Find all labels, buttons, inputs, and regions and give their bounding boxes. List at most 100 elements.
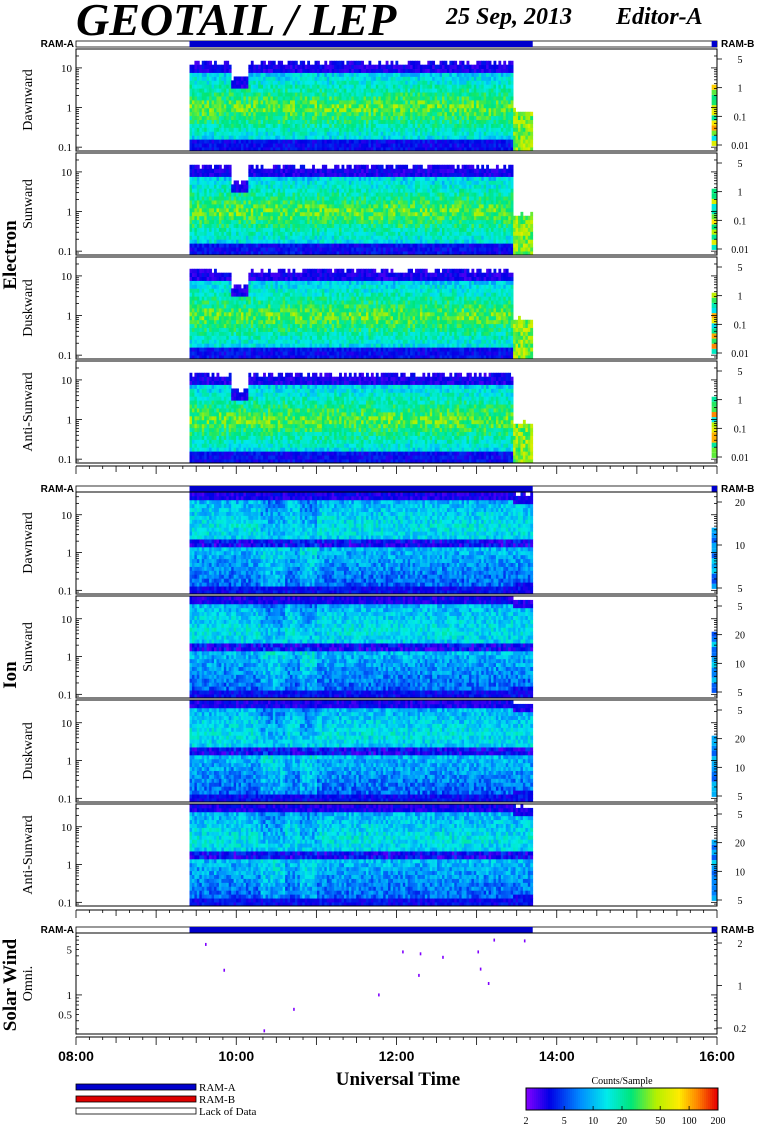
heatmap-cell [505, 64, 509, 70]
heatmap-cell [454, 76, 458, 81]
ram-a-segment [711, 927, 717, 933]
heatmap-cell [233, 84, 237, 89]
heatmap-cell [265, 68, 269, 73]
heatmap-cell [214, 180, 217, 185]
heatmap-cell [265, 92, 269, 97]
heatmap-cell [341, 192, 345, 197]
heatmap-cell [439, 139, 443, 144]
heatmap-cell [299, 103, 303, 109]
heatmap-cell [339, 192, 342, 197]
heatmap-cell [216, 215, 220, 221]
heatmap-cell [292, 235, 296, 240]
heatmap-cell [486, 96, 489, 101]
heatmap-cell [361, 111, 364, 117]
heatmap-cell [297, 96, 301, 101]
heatmap-cell [206, 103, 210, 109]
heatmap-cell [299, 119, 303, 124]
heatmap-cell [380, 143, 384, 148]
heatmap-cell [221, 211, 225, 217]
heatmap-cell [206, 96, 210, 101]
heatmap-cell [314, 68, 318, 73]
heatmap-cell [373, 123, 377, 128]
heatmap-cell [282, 164, 286, 170]
heatmap-cell [201, 84, 205, 89]
heatmap-cell [191, 207, 195, 213]
heatmap-cell [263, 80, 266, 85]
heatmap-cell [373, 180, 377, 185]
heatmap-cell [312, 92, 315, 97]
heatmap-cell [373, 64, 377, 70]
heatmap-cell [218, 251, 222, 256]
heatmap-cell [486, 100, 489, 105]
heatmap-cell [385, 235, 389, 240]
heatmap-cell [451, 143, 455, 148]
heatmap-cell [265, 143, 269, 148]
heatmap-cell [476, 123, 480, 128]
heatmap-cell [361, 219, 364, 225]
heatmap-cell [189, 115, 193, 121]
heatmap-cell [206, 131, 210, 136]
heatmap-cell [341, 72, 345, 77]
heatmap-cell [388, 68, 391, 73]
heatmap-cell [287, 239, 291, 244]
heatmap-cell [319, 239, 323, 244]
heatmap-cell [211, 251, 215, 256]
heatmap-cell [191, 107, 195, 113]
heatmap-cell [196, 147, 200, 152]
heatmap-cell [503, 80, 507, 85]
heatmap-cell [285, 76, 288, 81]
heatmap-cell [211, 147, 215, 152]
heatmap-cell [334, 204, 337, 209]
heatmap-cell [329, 111, 333, 117]
heatmap-cell [191, 131, 195, 136]
heatmap-cell [422, 96, 426, 101]
heatmap-cell [240, 211, 244, 217]
heatmap-cell [437, 76, 440, 81]
heatmap-cell [351, 119, 355, 124]
heatmap-cell [478, 68, 482, 73]
heatmap-cell [302, 180, 306, 185]
heatmap-cell [282, 235, 286, 240]
heatmap-cell [260, 211, 264, 217]
heatmap-cell [407, 135, 411, 140]
heatmap-cell [228, 80, 232, 85]
heatmap-cell [385, 180, 389, 185]
heatmap-cell [294, 223, 298, 228]
heatmap-cell [267, 60, 271, 66]
heatmap-cell [221, 227, 225, 232]
heatmap-cell [361, 60, 364, 66]
heatmap-cell [304, 227, 308, 232]
heatmap-cell [204, 164, 208, 170]
heatmap-cell [432, 80, 436, 85]
heatmap-cell [228, 119, 232, 124]
heatmap-cell [493, 139, 497, 144]
heatmap-cell [358, 107, 362, 113]
heatmap-cell [263, 127, 266, 132]
heatmap-cell [383, 211, 387, 217]
heatmap-cell [410, 123, 413, 128]
heatmap-cell [395, 100, 399, 105]
heatmap-cell [272, 76, 276, 81]
heatmap-cell [464, 80, 467, 85]
heatmap-cell [304, 72, 308, 77]
heatmap-cell [226, 84, 230, 89]
heatmap-cell [196, 231, 200, 236]
heatmap-cell [319, 147, 323, 152]
heatmap-cell [363, 100, 367, 105]
heatmap-cell [486, 139, 489, 144]
heatmap-cell [361, 251, 364, 256]
heatmap-cell [373, 96, 377, 101]
heatmap-cell [476, 111, 480, 117]
ram-bar-0: RAM-A RAM-B [41, 39, 755, 50]
heatmap-cell [272, 143, 276, 148]
heatmap-cell [209, 168, 212, 174]
heatmap-cell [316, 115, 320, 121]
heatmap-cell [260, 143, 264, 148]
heatmap-cell [312, 135, 315, 140]
heatmap-cell [432, 72, 436, 77]
heatmap-cell [348, 119, 352, 124]
heatmap-cell [255, 115, 259, 121]
heatmap-cell [442, 103, 445, 109]
heatmap-cell [228, 223, 232, 228]
heatmap-cell [209, 211, 212, 217]
